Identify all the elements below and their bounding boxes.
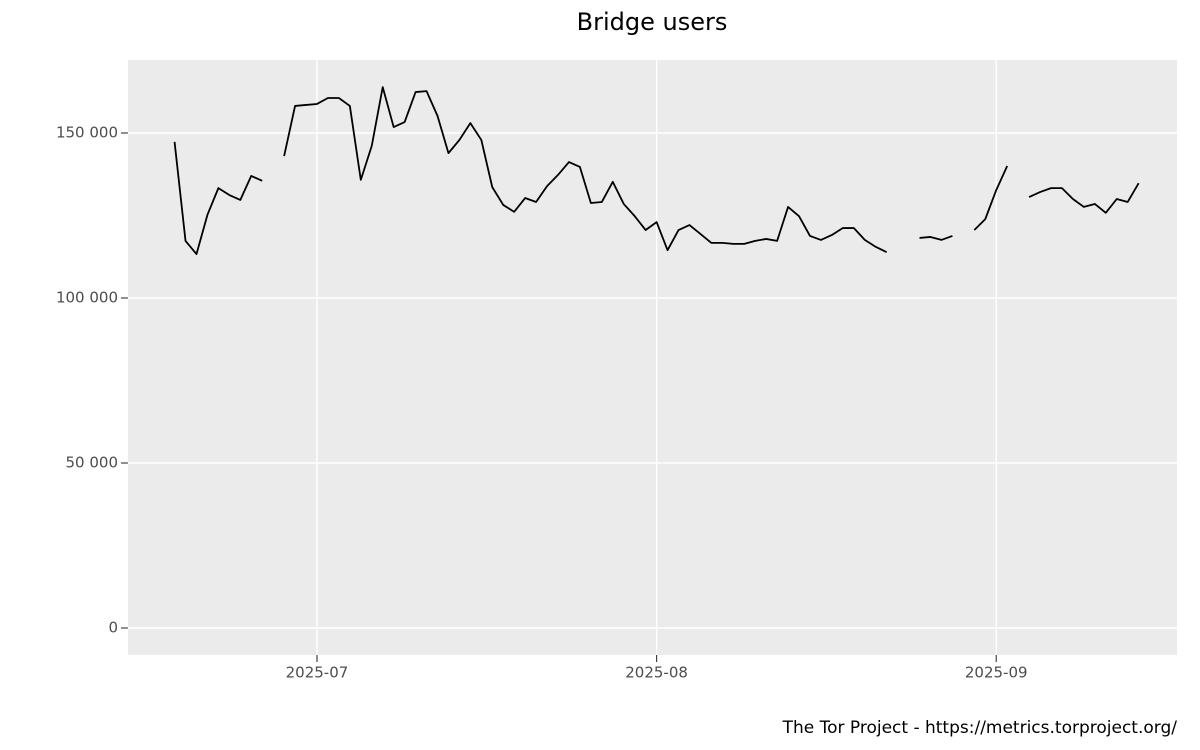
y-tick-label: 100 000: [56, 288, 118, 306]
x-tick-label: 2025-08: [625, 664, 688, 682]
y-tick-label: 150 000: [56, 123, 118, 141]
caption: The Tor Project - https://metrics.torpro…: [782, 718, 1178, 738]
plot-panel: [128, 60, 1177, 655]
y-tick-label: 50 000: [66, 453, 119, 471]
y-tick-label: 0: [108, 618, 118, 636]
chart-title: Bridge users: [577, 8, 728, 36]
x-tick-label: 2025-07: [286, 664, 349, 682]
data-line: [173, 86, 1140, 256]
x-tick-label: 2025-09: [965, 664, 1028, 682]
